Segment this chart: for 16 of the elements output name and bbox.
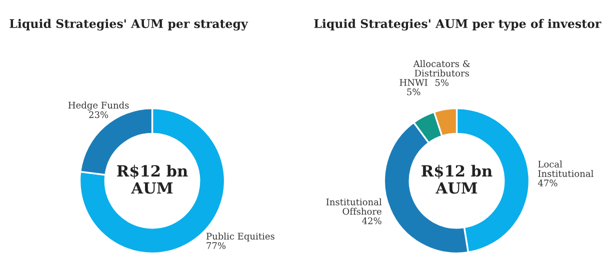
slice-label: HNWI [400,79,428,86]
data-label: 5% [407,88,420,96]
text: R$12 bn AUM [422,164,492,194]
chart-title: Liquid Strategies' AUM per type of investor [314,18,602,31]
data-label: 23% [89,111,108,118]
data-label: 77% [206,242,226,250]
data-label: 5% [435,79,449,86]
slice-label: Institutional Offshore [326,198,382,215]
slice-label: Hedge Funds [68,102,129,110]
text: R$12 bn AUM [117,164,188,194]
data-label: 42% [362,217,382,224]
data-label: 47% [538,180,558,186]
slice-label: Allocators & Distributors [413,60,470,77]
chart-title: Liquid Strategies' AUM per strategy [10,18,248,31]
slice-label: Local Institutional [538,160,594,177]
slice-label: Public Equities [206,232,274,242]
